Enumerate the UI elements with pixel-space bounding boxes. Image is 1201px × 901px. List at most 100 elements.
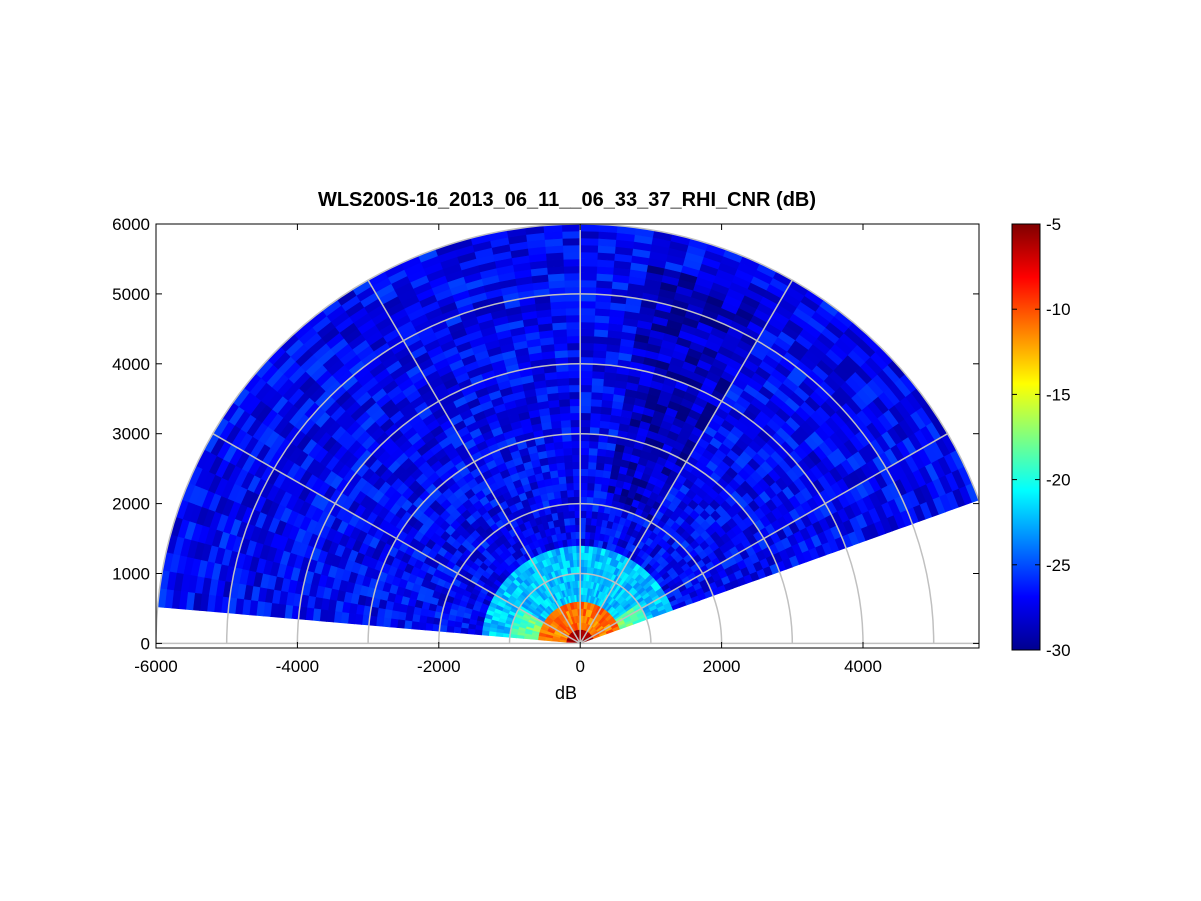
cnr-cell — [590, 405, 602, 414]
cnr-cell — [424, 622, 434, 631]
cnr-cell — [474, 629, 483, 636]
y-tick-label: 1000 — [112, 565, 150, 584]
cnr-cell — [567, 503, 575, 512]
cnr-cell — [595, 462, 605, 471]
cnr-cell — [595, 272, 614, 282]
cnr-cell — [561, 237, 581, 246]
cnr-cell — [579, 370, 593, 379]
cnr-cell — [552, 328, 567, 338]
cnr-cell — [595, 455, 606, 464]
chart-title: WLS200S-16_2013_06_11__06_33_37_RHI_CNR … — [318, 189, 816, 211]
cnr-cell — [592, 342, 608, 352]
colorbar-tick-label: -10 — [1046, 300, 1071, 319]
cnr-cell — [594, 468, 604, 478]
y-tick-label: 3000 — [112, 425, 150, 444]
cnr-cell — [585, 503, 593, 512]
cnr-cell — [410, 621, 420, 630]
cnr-cell — [593, 328, 609, 338]
cnr-cell — [579, 321, 595, 330]
cnr-cell — [585, 510, 593, 519]
cnr-cell — [558, 482, 567, 492]
cnr-cell — [589, 419, 601, 428]
cnr-cell — [594, 314, 610, 324]
cnr-cell — [417, 622, 427, 631]
cnr-cell — [562, 251, 581, 260]
cnr-cell — [554, 448, 564, 457]
cnr-cell — [594, 300, 611, 310]
cnr-cell — [594, 307, 611, 317]
cnr-cell — [579, 391, 592, 400]
cnr-cell — [550, 307, 567, 317]
y-tick-label: 4000 — [112, 355, 150, 374]
cnr-cell — [567, 370, 581, 379]
cnr-cell — [564, 300, 581, 309]
cnr-cell — [587, 461, 597, 470]
cnr-cell — [565, 307, 581, 316]
cnr-cell — [568, 517, 576, 526]
cnr-cell — [553, 441, 564, 450]
cnr-cell — [579, 230, 599, 239]
cnr-cell — [579, 300, 596, 309]
cnr-cell — [579, 454, 589, 463]
cnr-cell — [446, 625, 455, 633]
cnr-cell — [579, 384, 592, 393]
cnr-cell — [579, 258, 598, 267]
cnr-cell — [565, 482, 574, 491]
cnr-cell — [583, 552, 589, 561]
cnr-cell — [567, 363, 581, 372]
cnr-cell — [579, 224, 600, 232]
cnr-cell — [565, 321, 581, 330]
cnr-cell — [375, 616, 385, 627]
cnr-cell — [516, 634, 525, 639]
cnr-cell — [579, 433, 590, 442]
cnr-cell — [579, 524, 586, 533]
colorbar-gradient — [1011, 223, 1041, 651]
angle-spoke — [579, 279, 793, 644]
cnr-cell — [579, 265, 598, 274]
cnr-cell — [564, 293, 581, 302]
cnr-cell — [593, 482, 602, 492]
colorbar-tick-label: -15 — [1046, 385, 1071, 404]
cnr-cell — [551, 321, 567, 331]
x-tick-label: -4000 — [276, 657, 319, 676]
cnr-cell — [560, 419, 571, 428]
cnr-cell — [570, 433, 581, 442]
y-tick-label: 5000 — [112, 285, 150, 304]
cnr-cell — [573, 510, 581, 519]
cnr-sector-heatmap — [157, 224, 979, 644]
cnr-cell — [590, 517, 598, 526]
cnr-cell — [598, 420, 611, 429]
cnr-cell — [579, 328, 595, 337]
cnr-cell — [595, 279, 613, 289]
cnr-cell — [549, 300, 566, 310]
cnr-cell — [550, 314, 567, 324]
cnr-cell — [587, 454, 598, 463]
cnr-cell — [563, 279, 581, 288]
cnr-cell — [584, 538, 590, 547]
cnr-cell — [569, 524, 576, 533]
cnr-cell — [579, 272, 597, 281]
x-axis-ticks: -6000 -4000 -2000 0 2000 4000 — [134, 224, 882, 676]
colorbar: -5 -10 -15 -20 -25 -30 — [1011, 215, 1071, 660]
cnr-cell — [582, 566, 588, 575]
cnr-cell — [558, 398, 571, 407]
cnr-cell — [562, 244, 581, 253]
cnr-cell — [556, 377, 570, 387]
axes-box — [155, 223, 980, 649]
cnr-cell — [579, 405, 592, 414]
x-axis-label: dB — [555, 683, 577, 703]
cnr-cell — [579, 349, 594, 358]
cnr-cell — [563, 265, 581, 274]
cnr-cell — [593, 321, 609, 331]
cnr-cell — [579, 237, 599, 246]
cnr-cell — [579, 251, 598, 260]
cnr-cell — [565, 328, 581, 337]
cnr-cell — [579, 503, 587, 512]
cnr-cell — [579, 517, 587, 526]
cnr-cell — [547, 272, 565, 282]
cnr-cell — [586, 496, 594, 505]
cnr-cell — [382, 617, 392, 628]
cnr-cell — [564, 286, 581, 295]
cnr-cell — [396, 619, 406, 629]
